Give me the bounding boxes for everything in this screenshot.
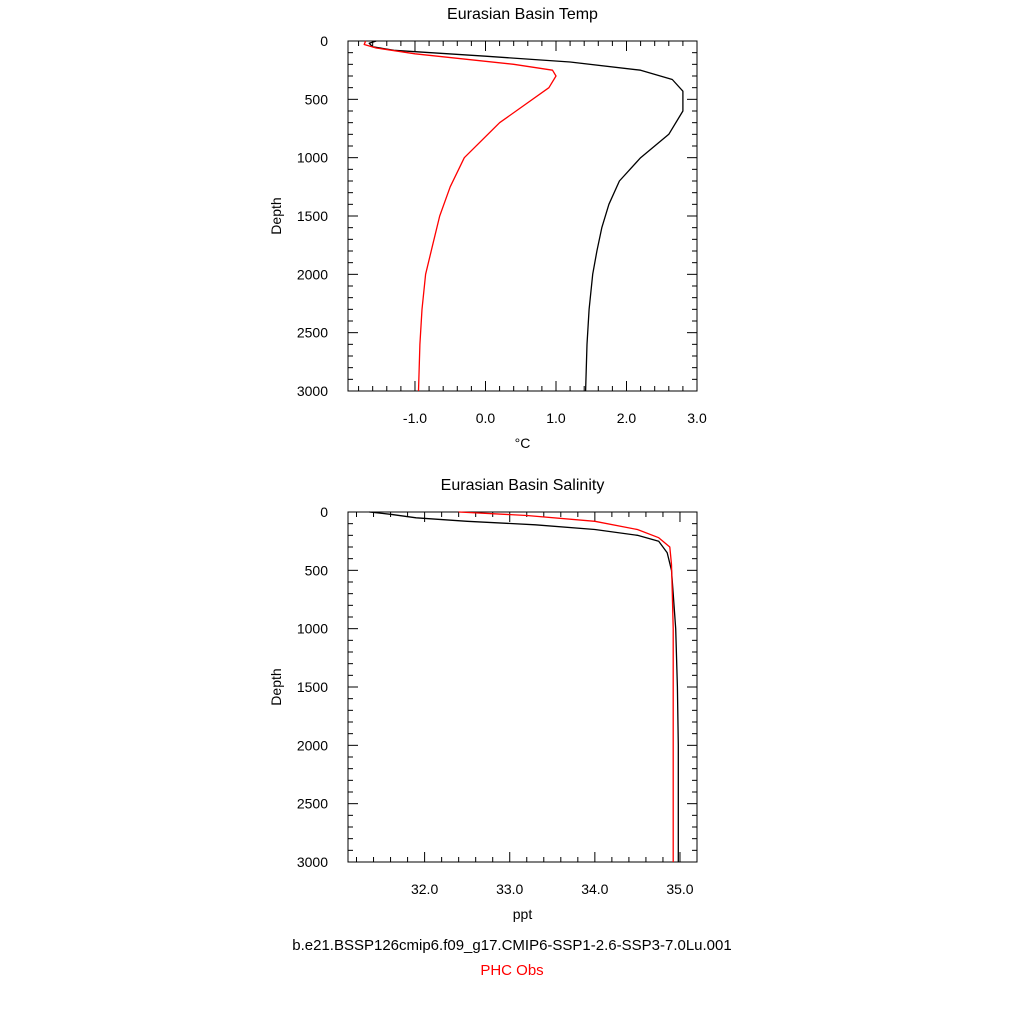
salinity-ytick-label: 2500 <box>297 796 328 812</box>
salinity-xtick-label: 34.0 <box>581 881 608 897</box>
temp-xtick-label: 1.0 <box>546 410 566 426</box>
salinity-frame <box>347 511 698 863</box>
temp-model-line <box>368 40 684 392</box>
salinity-ytick-label: 3000 <box>297 854 328 870</box>
salinity-xtick-label: 35.0 <box>666 881 693 897</box>
legend-obs-label: PHC Obs <box>480 962 544 979</box>
temp-ytick-label: 500 <box>305 91 329 107</box>
chart-canvas: Eurasian Basin Temp 0 500 1000 1500 2000 2500 3… <box>268 6 707 922</box>
salinity-ytick-label: 1500 <box>297 679 328 695</box>
temp-xtick-label: 2.0 <box>617 410 637 426</box>
salinity-plot: Eurasian Basin Salinity 0 500 1000 1500 2000 2… <box>268 477 698 922</box>
temp-xtick-label: 0.0 <box>476 410 496 426</box>
temp-ytick-label: 2000 <box>297 266 328 282</box>
temp-plot: Eurasian Basin Temp 0 500 1000 1500 2000 2500 3… <box>268 6 707 451</box>
salinity-ylabel: Depth <box>268 668 284 705</box>
temp-ylabel: Depth <box>268 197 284 234</box>
temp-frame <box>347 40 698 392</box>
salinity-obs-line <box>458 511 674 862</box>
temp-xtick-label: -1.0 <box>403 410 427 426</box>
salinity-title: Eurasian Basin Salinity <box>441 477 605 494</box>
salinity-xlabel: ppt <box>513 906 533 922</box>
salinity-xtick-label: 32.0 <box>411 881 438 897</box>
temp-ytick-label: 3000 <box>297 383 328 399</box>
temp-obs-line <box>363 40 557 392</box>
salinity-xtick-label: 33.0 <box>496 881 523 897</box>
temp-xtick-label: 3.0 <box>687 410 707 426</box>
salinity-ytick-label: 2000 <box>297 737 328 753</box>
salinity-ytick-label: 1000 <box>297 621 328 637</box>
legend-model-label: b.e21.BSSP126cmip6.f09_g17.CMIP6-SSP1-2.… <box>292 937 732 954</box>
salinity-ytick-label: 0 <box>320 504 328 520</box>
temp-ytick-label: 1000 <box>297 150 328 166</box>
temp-xlabel: °C <box>515 435 531 451</box>
salinity-ytick-label: 500 <box>305 562 329 578</box>
temp-ytick-label: 1500 <box>297 208 328 224</box>
salinity-model-line <box>369 511 679 862</box>
temp-ytick-label: 2500 <box>297 325 328 341</box>
temp-ytick-label: 0 <box>320 33 328 49</box>
temp-title: Eurasian Basin Temp <box>447 6 598 23</box>
